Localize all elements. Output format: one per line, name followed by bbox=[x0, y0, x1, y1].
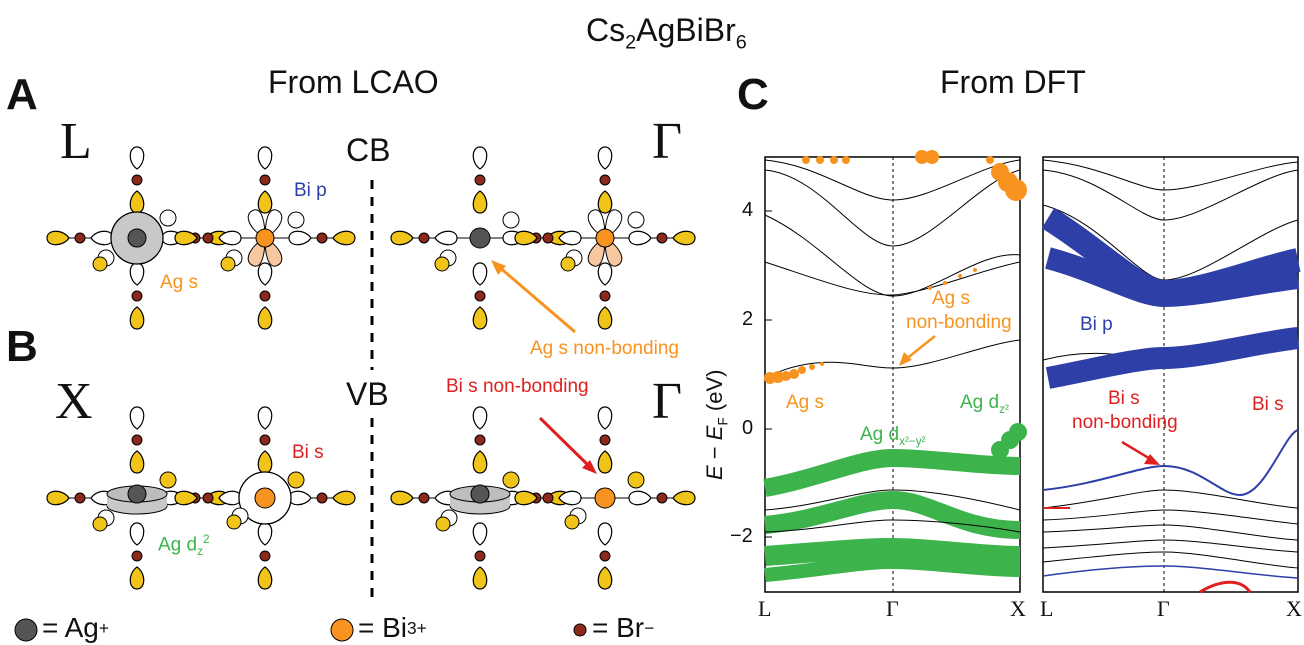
dft-bi-s-arrow bbox=[1121, 440, 1153, 462]
dft-ag-s-label: Ag s bbox=[786, 392, 825, 413]
legend-br: = Br − bbox=[592, 612, 655, 643]
dft-ag-s-nb-label-1: Ag s bbox=[932, 288, 971, 309]
kpoint-gamma-top: Γ bbox=[652, 113, 683, 170]
dft-bi-s-nb-label-2: non-bonding bbox=[1072, 412, 1178, 433]
kpoint-gamma-bot: Γ bbox=[652, 373, 683, 430]
ytick-neg2: −2 bbox=[730, 525, 753, 547]
panel-a-left-lattice bbox=[47, 147, 355, 329]
panel-a-right-lattice bbox=[391, 147, 695, 329]
lcao-ag-dz2-label: Ag dz2 bbox=[158, 533, 210, 559]
panel-b-left-lattice bbox=[47, 407, 355, 589]
bi-p-band-2 bbox=[1045, 247, 1300, 308]
dft-bi-s-label: Bi s bbox=[1252, 394, 1284, 415]
ytick-0: 0 bbox=[742, 417, 754, 439]
bi-s-band bbox=[1042, 429, 1299, 497]
panel-b-right-lattice bbox=[391, 407, 695, 589]
legend-ag: = Ag + bbox=[42, 612, 109, 643]
xtick-l-right: L bbox=[1040, 596, 1054, 621]
bi-atom bbox=[255, 228, 275, 248]
panel-label-b: B bbox=[6, 322, 38, 371]
legend-ag-icon bbox=[14, 618, 38, 642]
ytick-4: 4 bbox=[742, 199, 754, 221]
legend-bi: = Bi 3+ bbox=[358, 612, 427, 643]
xtick-l-left: L bbox=[758, 596, 772, 621]
ag-d-fat-bands bbox=[763, 423, 1027, 582]
dft-bi-p-label: Bi p bbox=[1080, 314, 1113, 335]
lcao-bi-s-nb-label: Bi s non-bonding bbox=[446, 376, 589, 397]
panel-label-a: A bbox=[6, 70, 38, 119]
ag-atom bbox=[127, 228, 147, 248]
kpoint-x: X bbox=[55, 373, 93, 430]
xtick-x-right: X bbox=[1286, 596, 1302, 621]
bi-s-nb-arrow bbox=[538, 416, 592, 469]
ag-atom bbox=[470, 484, 490, 504]
ag-s-fat-band bbox=[764, 150, 1027, 384]
xtick-gamma-left: Γ bbox=[886, 596, 899, 621]
xtick-gamma-right: Γ bbox=[1157, 596, 1170, 621]
lcao-bi-s-label: Bi s bbox=[292, 442, 324, 463]
panel-label-c: C bbox=[737, 70, 769, 119]
bi-atom bbox=[254, 487, 276, 509]
lcao-title: From LCAO bbox=[268, 64, 439, 100]
bi-p-band-3 bbox=[1045, 327, 1300, 389]
dft-plot-right bbox=[1041, 156, 1301, 594]
dft-ag-dz2-label: Ag dz² bbox=[960, 392, 1009, 416]
bi-atom bbox=[594, 487, 616, 509]
dft-ylabel: E − EF (eV) bbox=[702, 369, 731, 480]
dft-ag-s-arrow bbox=[904, 335, 936, 361]
vb-label: VB bbox=[346, 376, 389, 412]
ag-atom bbox=[469, 227, 491, 249]
lcao-ag-s-label: Ag s bbox=[160, 272, 199, 293]
cb-label: CB bbox=[346, 132, 391, 168]
bi-atom bbox=[595, 228, 615, 248]
dft-plot-left bbox=[763, 150, 1027, 593]
dft-title: From DFT bbox=[940, 64, 1086, 100]
ytick-2: 2 bbox=[742, 308, 754, 330]
xtick-x-left: X bbox=[1010, 596, 1026, 621]
lcao-ag-s-nb-label: Ag s non-bonding bbox=[530, 338, 679, 359]
lcao-bi-p-label: Bi p bbox=[294, 180, 327, 201]
dft-bi-s-nb-label-1: Bi s bbox=[1108, 388, 1140, 409]
legend-br-icon bbox=[573, 623, 587, 637]
ag-s-nb-arrow bbox=[497, 264, 576, 334]
dft-ag-s-nb-label-2: non-bonding bbox=[906, 312, 1012, 333]
dft-ag-dx2y2-label: Ag dx²−y² bbox=[860, 424, 926, 448]
kpoint-l: L bbox=[60, 113, 92, 170]
legend-bi-icon bbox=[330, 618, 354, 642]
ag-atom bbox=[127, 484, 147, 504]
figure-title: Cs2AgBiBr6 bbox=[586, 12, 747, 54]
